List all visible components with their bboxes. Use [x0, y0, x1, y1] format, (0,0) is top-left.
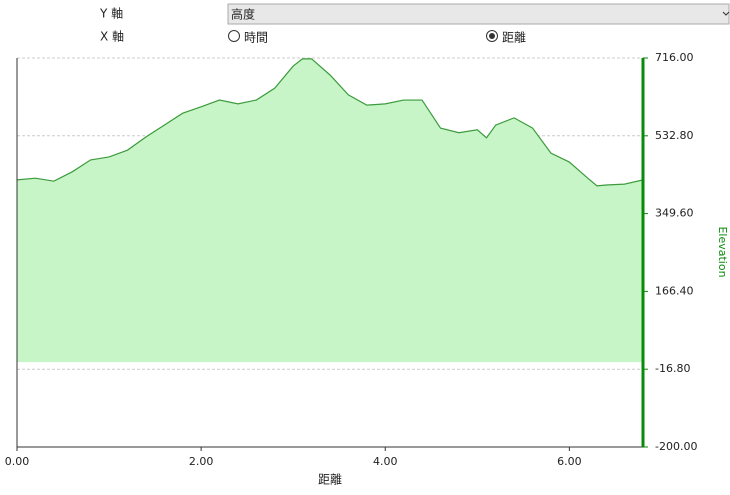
y-tick-label: -16.80 [655, 362, 690, 375]
y-select-value: 高度 [231, 7, 255, 22]
area-fill [17, 58, 643, 363]
radio-dot [489, 33, 495, 39]
y-tick-label: 166.40 [655, 284, 694, 297]
y-tick-label: 532.80 [655, 129, 694, 142]
x-axis-label: X 軸 [100, 30, 124, 44]
y-axis-title: Elevation [716, 226, 729, 277]
dropdown-arrow [722, 11, 730, 16]
y-tick-label: 349.60 [655, 207, 694, 220]
y-tick-label: 716.00 [655, 51, 694, 64]
x-tick-label: 4.00 [373, 455, 398, 468]
radio-label: 時間 [244, 31, 268, 45]
radio[interactable] [228, 30, 240, 42]
y-select[interactable] [227, 3, 730, 25]
x-tick-label: 2.00 [189, 455, 214, 468]
x-axis-title: 距離 [318, 473, 342, 487]
x-tick-label: 0.00 [5, 455, 30, 468]
y-axis-label: Y 軸 [99, 7, 123, 21]
elevation-line [16, 58, 644, 187]
x-tick-label: 6.00 [557, 455, 582, 468]
radio-label: 距離 [502, 31, 526, 45]
y-tick-label: -200.00 [655, 440, 697, 453]
